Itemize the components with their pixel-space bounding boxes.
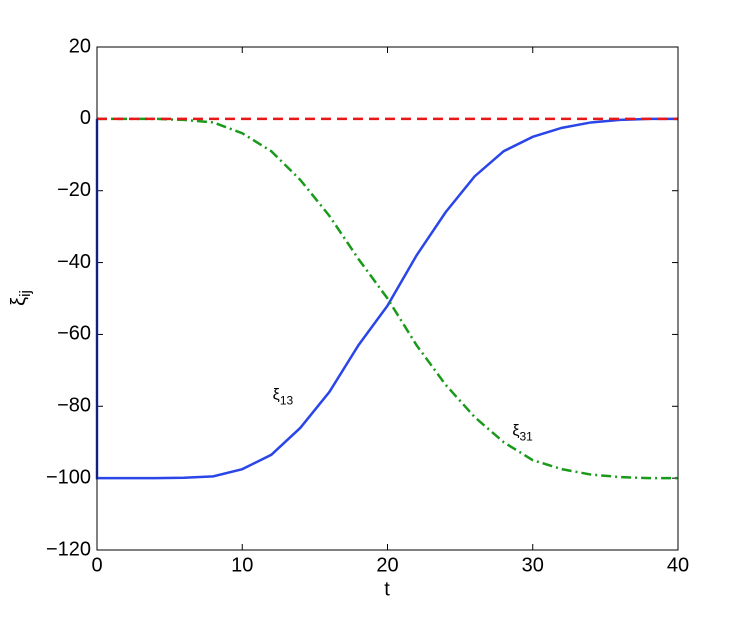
y-axis-label: ξij: [8, 290, 34, 306]
series-line: [97, 117, 678, 480]
y-tick-label: −120: [46, 538, 91, 560]
x-tick-label: 0: [91, 554, 102, 576]
x-tick-label: 20: [376, 554, 398, 576]
x-tick-label: 30: [522, 554, 544, 576]
y-tick-label: −20: [57, 179, 91, 201]
y-tick-label: 20: [69, 35, 91, 57]
plot-frame: [96, 46, 679, 551]
x-tick-label: 40: [667, 554, 689, 576]
series-annotation-sub: 31: [519, 430, 533, 444]
y-tick-label: −80: [57, 395, 91, 417]
series-annotation: ξ31: [512, 423, 533, 444]
y-tick-label: −100: [46, 466, 91, 488]
x-tick-label: 10: [231, 554, 253, 576]
y-tick-label: −40: [57, 251, 91, 273]
y-axis-label-main: ξ: [8, 297, 30, 306]
series-annotation-main: ξ: [512, 423, 519, 440]
y-tick-label: 0: [80, 107, 91, 129]
series-annotation: ξ13: [273, 387, 294, 408]
y-tick-label: −60: [57, 323, 91, 345]
series-line: [95, 117, 678, 480]
x-axis-label: t: [384, 578, 390, 600]
y-axis-label-sub: ij: [17, 290, 34, 297]
series-annotation-main: ξ: [273, 387, 280, 404]
series-annotation-sub: 13: [280, 394, 294, 408]
